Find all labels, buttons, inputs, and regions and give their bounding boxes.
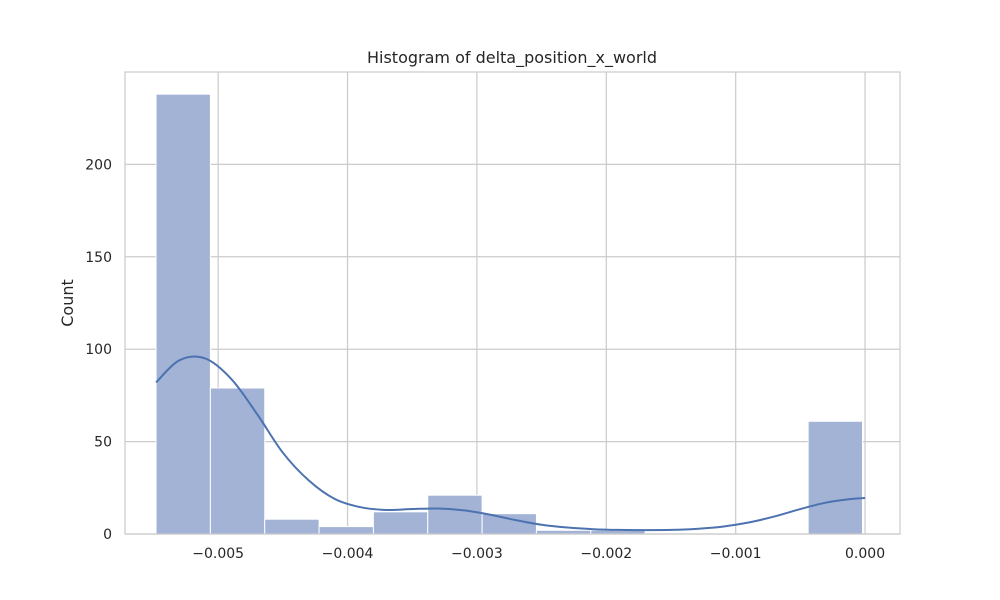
y-tick-label: 150 [85,250,112,266]
histogram-bar [372,511,429,535]
histogram-bar [318,526,374,535]
x-tick-label: −0.002 [580,546,632,562]
y-tick-label: 50 [94,435,112,451]
kde-curve [155,355,866,532]
histogram-bar [427,494,483,535]
x-tick-label: −0.001 [710,546,762,562]
y-tick-label: 200 [85,157,112,173]
x-axis-ticks: −0.005 −0.004 −0.003 −0.002 −0.001 0.000 [192,546,885,562]
x-tick-label: −0.003 [451,546,503,562]
histogram-bar [155,93,211,535]
y-tick-label: 100 [85,342,112,358]
y-axis-label: Count [58,279,77,327]
x-tick-label: −0.005 [192,546,244,562]
y-tick-label: 0 [103,527,112,543]
chart-title: Histogram of delta_position_x_world [367,48,657,68]
histogram-bar [481,513,537,535]
plot-frame [124,71,901,535]
y-axis-ticks: 0 50 100 150 200 [85,157,112,543]
histogram-bar [807,420,863,535]
histogram-bars [155,93,863,535]
histogram-bar [264,518,320,535]
histogram-bar [209,387,266,535]
x-tick-label: 0.000 [845,546,885,562]
x-tick-label: −0.004 [322,546,374,562]
